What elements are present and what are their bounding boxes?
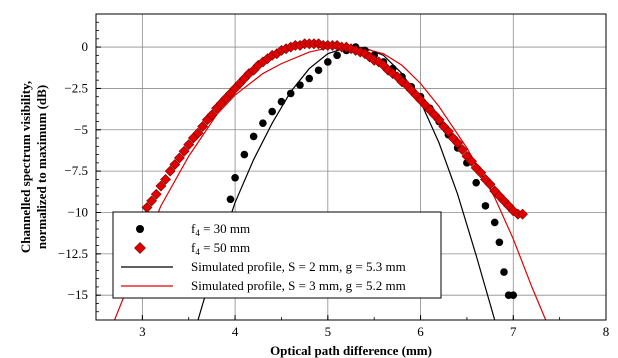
y-tick-label: −5 bbox=[74, 122, 88, 137]
x-tick-label: 6 bbox=[417, 324, 424, 339]
x-tick-label: 5 bbox=[325, 324, 332, 339]
data-point-diamond bbox=[206, 109, 218, 121]
legend-marker-diamond bbox=[134, 242, 146, 254]
data-point-circle bbox=[240, 150, 249, 159]
legend-label-prefix: f bbox=[191, 240, 196, 255]
data-point-circle bbox=[472, 178, 480, 187]
y-tick-label: 0 bbox=[82, 39, 89, 54]
plot-series bbox=[113, 38, 547, 320]
legend-label: Simulated profile, S = 2 mm, g = 5.3 mm bbox=[191, 259, 406, 274]
data-point-circle bbox=[249, 132, 258, 141]
legend-label-subscript: 4 bbox=[195, 228, 200, 238]
y-tick-label: −7.5 bbox=[64, 163, 88, 178]
y-axis-title-text: Channelled spectrum visibility,normalize… bbox=[18, 81, 49, 253]
data-point-circle bbox=[286, 89, 295, 98]
legend-label: Simulated profile, S = 3 mm, g = 5.2 mm bbox=[191, 278, 406, 293]
x-axis-title: Optical path difference (mm) bbox=[270, 343, 432, 358]
y-tick-label: −12.5 bbox=[58, 246, 88, 261]
data-point-diamond bbox=[160, 173, 171, 185]
y-tick-label: −10 bbox=[68, 204, 88, 219]
data-point-circle bbox=[226, 195, 235, 204]
legend-label-prefix: f bbox=[191, 221, 196, 236]
data-point-circle bbox=[314, 66, 323, 75]
data-point-diamond bbox=[164, 165, 176, 177]
data-point-diamond bbox=[517, 208, 528, 220]
x-tick-label: 8 bbox=[603, 324, 610, 339]
data-point-diamond bbox=[178, 145, 190, 157]
data-point-circle bbox=[490, 218, 499, 227]
data-point-circle bbox=[268, 107, 276, 116]
legend-label: f4 = 50 mm bbox=[191, 240, 250, 257]
y-tick-labels: 0 −2.5 −5 −7.5 −10 −12.5 −15 bbox=[58, 39, 88, 302]
x-tick-label: 3 bbox=[139, 324, 146, 339]
y-tick-label: −2.5 bbox=[64, 80, 88, 95]
data-point-circle bbox=[259, 119, 267, 127]
x-tick-label: 7 bbox=[510, 324, 517, 339]
y-axis-title: Channelled spectrum visibility,normalize… bbox=[18, 81, 49, 253]
data-point-circle bbox=[481, 202, 490, 210]
data-point-diamond bbox=[484, 178, 496, 190]
data-point-diamond bbox=[475, 167, 487, 179]
data-point-circle bbox=[305, 74, 314, 83]
data-point-diamond bbox=[433, 114, 445, 126]
axis-ticks bbox=[95, 21, 607, 320]
data-point-circle bbox=[277, 97, 286, 106]
data-point-diamond bbox=[183, 139, 195, 151]
data-point-diamond bbox=[174, 152, 185, 164]
x-tick-label: 4 bbox=[232, 324, 239, 339]
data-point-diamond bbox=[146, 195, 158, 207]
data-point-diamond bbox=[192, 127, 204, 139]
legend-box bbox=[112, 211, 442, 299]
data-point-diamond bbox=[442, 126, 454, 137]
data-point-circle bbox=[495, 238, 504, 247]
y-axis-title-line: Channelled spectrum visibility, bbox=[18, 81, 33, 253]
plot-frame bbox=[95, 13, 607, 321]
data-point-circle bbox=[231, 173, 239, 182]
data-point-circle bbox=[324, 58, 332, 66]
x-tick-labels: 3 4 5 6 7 8 bbox=[139, 324, 609, 339]
data-point-diamond bbox=[155, 180, 167, 192]
data-point-circle bbox=[296, 81, 304, 89]
data-point-diamond bbox=[466, 155, 477, 167]
legend-marker-circle bbox=[136, 225, 144, 233]
data-point-circle bbox=[333, 51, 341, 60]
data-point-diamond bbox=[197, 121, 209, 132]
data-point-circle bbox=[500, 268, 508, 276]
data-point-circle bbox=[509, 291, 518, 299]
legend-label-subscript: 4 bbox=[195, 247, 200, 257]
data-point-diamond bbox=[150, 188, 162, 200]
data-point-diamond bbox=[452, 137, 464, 149]
legend-label-rest: = 30 mm bbox=[200, 221, 250, 236]
data-point-diamond bbox=[169, 159, 181, 170]
y-tick-label: −15 bbox=[68, 287, 88, 302]
data-point-diamond bbox=[456, 144, 468, 156]
y-axis-title-line: normalized to maximum (dB) bbox=[34, 85, 49, 249]
legend-label-rest: = 50 mm bbox=[200, 240, 250, 255]
legend-label: f4 = 30 mm bbox=[191, 221, 250, 238]
